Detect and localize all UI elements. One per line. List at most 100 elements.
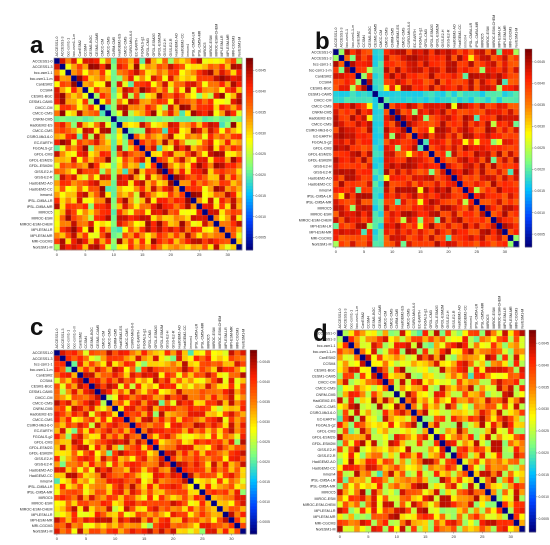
heatmap-cell xyxy=(428,427,435,435)
heatmap-cell xyxy=(106,450,113,457)
heatmap-cell xyxy=(147,483,154,490)
heatmap-cell xyxy=(411,223,418,230)
heatmap-cell xyxy=(112,394,119,401)
heatmap-cell xyxy=(462,415,469,423)
heatmap-cell xyxy=(337,446,343,453)
heatmap-cell xyxy=(513,476,520,484)
row-label: FGOALS-g2 xyxy=(33,147,53,151)
heatmap-cell xyxy=(389,223,396,230)
heatmap-cell xyxy=(207,191,214,198)
heatmap-cell xyxy=(371,348,378,355)
heatmap-cell xyxy=(236,58,243,65)
heatmap-cell xyxy=(59,232,66,239)
heatmap-cell xyxy=(100,506,107,512)
heatmap-cell xyxy=(519,513,526,521)
heatmap-cell xyxy=(502,385,509,392)
heatmap-cell xyxy=(54,232,60,239)
heatmap-cell xyxy=(135,461,142,468)
heatmap-cell xyxy=(371,330,378,337)
heatmap-cell xyxy=(382,470,389,478)
heatmap-cell xyxy=(344,193,351,200)
colorbar-segment xyxy=(525,154,532,159)
row-label: CMCC-CMS xyxy=(312,123,333,127)
heatmap-cell xyxy=(185,220,192,228)
heatmap-cell xyxy=(388,330,395,337)
heatmap-cell xyxy=(366,145,373,152)
heatmap-cell xyxy=(190,92,197,100)
heatmap-cell xyxy=(82,116,89,123)
heatmap-cell xyxy=(450,342,457,349)
column-label: ACCESS1-0 xyxy=(55,37,59,57)
heatmap-cell xyxy=(202,162,209,169)
heatmap-cell xyxy=(502,193,509,200)
heatmap-cell xyxy=(349,91,356,98)
heatmap-cell xyxy=(77,522,84,529)
heatmap-cell xyxy=(77,500,84,507)
heatmap-cell xyxy=(365,513,372,521)
heatmap-cell xyxy=(383,229,390,236)
heatmap-cell xyxy=(77,478,84,485)
heatmap-cell xyxy=(462,464,469,472)
heatmap-cell xyxy=(355,139,362,146)
heatmap-cell xyxy=(199,355,206,362)
heatmap-cell xyxy=(116,168,123,175)
heatmap-cell xyxy=(182,411,189,418)
colorbar-segment xyxy=(250,353,257,357)
heatmap-cell xyxy=(222,439,229,446)
heatmap-cell xyxy=(468,409,475,416)
heatmap-cell xyxy=(433,354,440,361)
heatmap-cell xyxy=(406,73,413,80)
colorbar-segment xyxy=(246,147,253,152)
heatmap-cell xyxy=(145,69,152,76)
heatmap-cell xyxy=(219,226,226,233)
heatmap-cell xyxy=(450,378,457,386)
heatmap-cell xyxy=(383,205,390,212)
heatmap-cell xyxy=(71,220,78,228)
heatmap-cell xyxy=(123,355,130,362)
heatmap-cell xyxy=(428,121,435,128)
heatmap-cell xyxy=(355,49,362,56)
heatmap-cell xyxy=(411,151,418,158)
heatmap-cell xyxy=(164,467,171,473)
heatmap-cell xyxy=(190,162,197,169)
heatmap-cell xyxy=(100,416,107,423)
heatmap-cell xyxy=(366,169,373,176)
heatmap-cell xyxy=(416,397,423,404)
heatmap-cell xyxy=(59,350,66,356)
heatmap-cell xyxy=(468,397,475,404)
heatmap-cell xyxy=(59,151,66,158)
heatmap-cell xyxy=(196,156,203,164)
heatmap-cell xyxy=(344,229,351,236)
heatmap-cell xyxy=(88,139,95,146)
heatmap-cell xyxy=(457,193,463,200)
heatmap-cell xyxy=(179,75,186,82)
heatmap-cell xyxy=(59,174,66,181)
column-label: CCSM4 xyxy=(83,44,87,57)
heatmap-cell xyxy=(236,139,243,146)
heatmap-cell xyxy=(349,205,356,212)
heatmap-cell xyxy=(162,226,169,233)
heatmap-cell xyxy=(176,377,183,384)
heatmap-cell xyxy=(507,378,514,386)
heatmap-cell xyxy=(417,115,424,122)
heatmap-cell xyxy=(54,506,61,512)
heatmap-cell xyxy=(479,385,486,392)
row-label: EC-EARTH xyxy=(34,429,53,433)
heatmap-cell xyxy=(141,433,148,440)
heatmap-cell xyxy=(445,421,452,429)
heatmap-cell xyxy=(372,217,379,224)
heatmap-cell xyxy=(490,483,497,490)
heatmap-cell xyxy=(333,115,339,122)
heatmap-cell xyxy=(462,348,469,355)
heatmap-cell xyxy=(185,180,192,187)
heatmap-cell xyxy=(182,389,189,395)
heatmap-cell xyxy=(105,116,112,123)
heatmap-cell xyxy=(182,506,189,512)
heatmap-cell xyxy=(366,121,373,128)
heatmap-cell xyxy=(129,528,136,535)
heatmap-cell xyxy=(462,115,469,122)
heatmap-cell xyxy=(389,229,396,236)
heatmap-cell xyxy=(88,416,96,423)
column-label: CMCC-CMS xyxy=(123,36,127,57)
heatmap-cell xyxy=(187,366,194,373)
